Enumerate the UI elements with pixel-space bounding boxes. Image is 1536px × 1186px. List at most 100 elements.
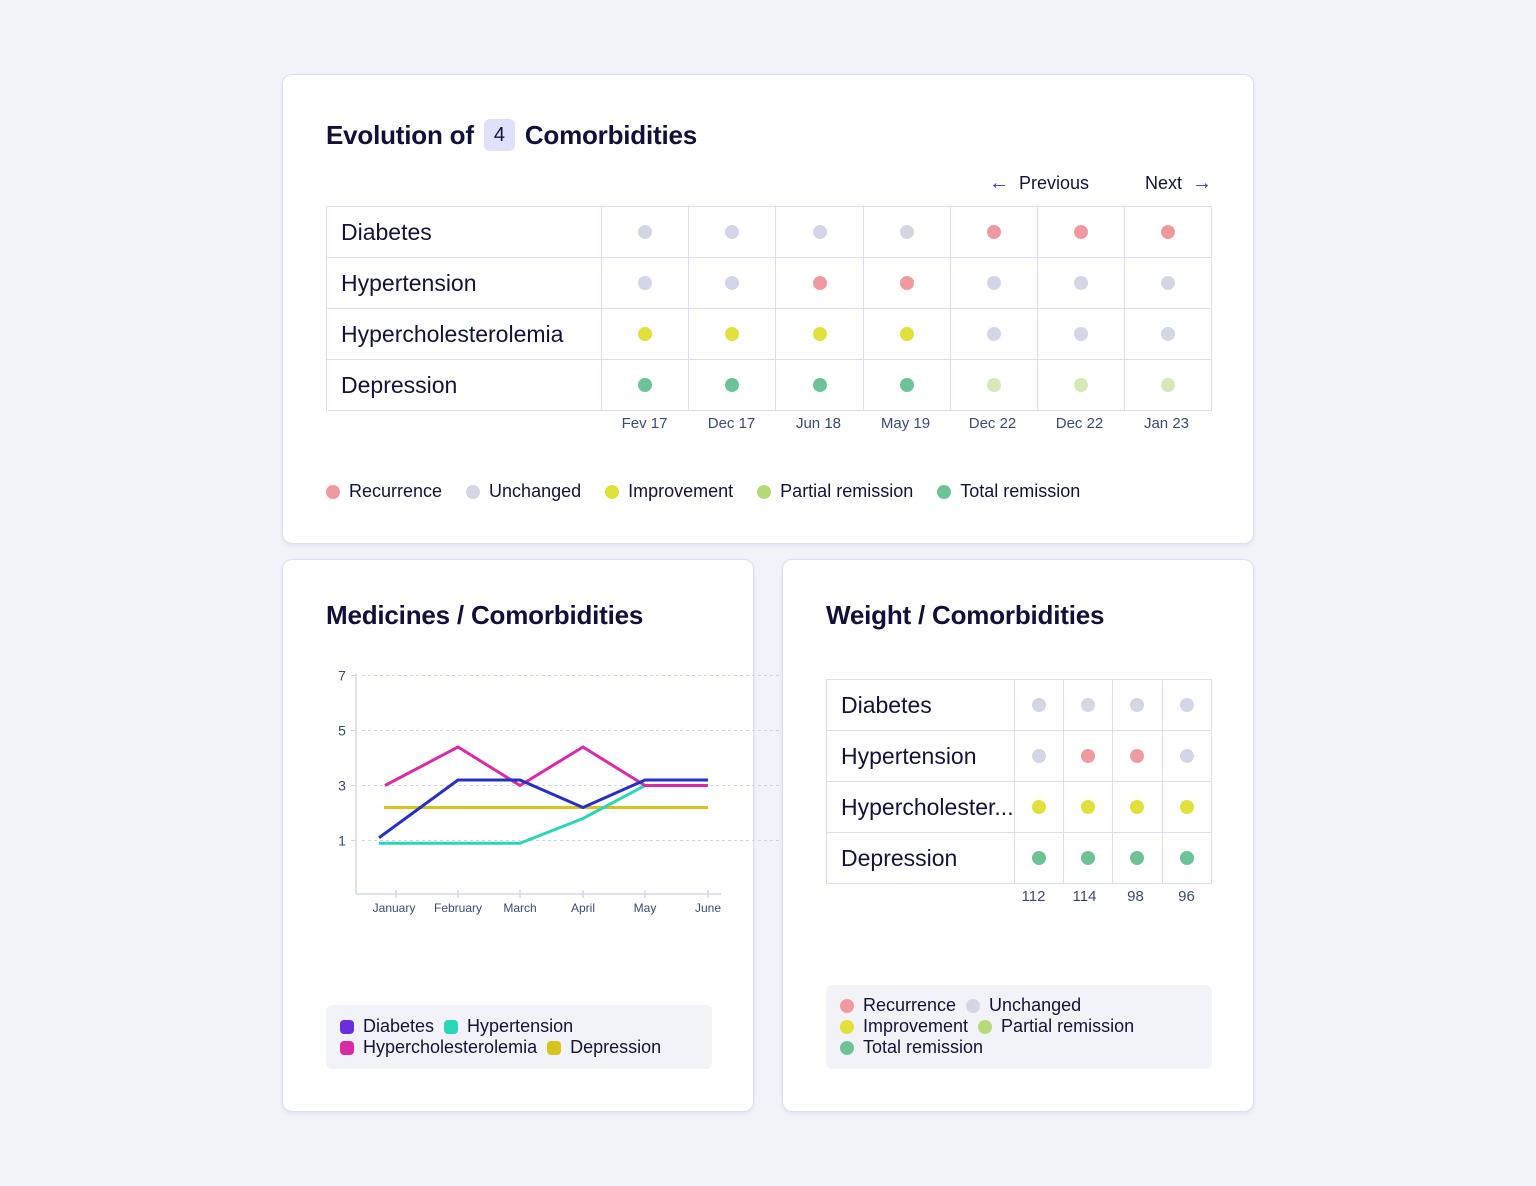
status-cell [1123,206,1213,258]
status-cell [862,206,951,258]
improvement-status-dot [725,326,740,341]
legend-item: Partial remission [757,481,913,502]
weight-legend: Recurrence Unchanged Improvement Partial re… [826,985,1212,1069]
status-cell [949,359,1038,411]
evolution-title: Evolution of 4 Comorbidities [326,119,697,151]
status-cell [688,308,777,360]
status-cell [1161,832,1213,884]
status-cell [1036,359,1125,411]
medicines-legend: Diabetes Hypertension Hypercholesterolemia… [326,1005,712,1069]
previous-label: Previous [1019,173,1090,193]
legend-item: Total remission [840,1037,983,1058]
legend-label: Partial remission [1001,1016,1135,1036]
legend-item: Recurrence [326,481,442,502]
weight-title: Weight / Comorbidities [826,600,1105,630]
weight-label: 114 [1072,888,1097,905]
improvement-status-dot [1031,799,1046,814]
improvement-status-dot [638,326,653,341]
medicines-card: Medicines / Comorbidities 1 3 5 7 January Feb… [282,559,781,1112]
previous-button[interactable]: ← Previous [989,172,1089,195]
legend-item: Hypercholesterolemia [340,1037,537,1058]
total-remission-status-dot [1179,850,1194,865]
next-button[interactable]: Next → [1145,172,1212,195]
status-cell [688,257,777,309]
unchanged-status-dot [986,326,1001,341]
weight-label: 98 [1127,888,1144,905]
title-prefix: Evolution of [326,119,474,150]
recurrence-status-dot [1160,224,1175,239]
diabetes-series-line [378,778,708,839]
x-tick-label: March [503,901,536,915]
legend-label: Depression [570,1037,662,1057]
status-cell [1062,730,1114,782]
hypercholesterolemia-series-line [384,745,708,788]
legend-item: Improvement [840,1016,968,1037]
series-swatch-icon [340,1019,354,1034]
total-remission-status-dot [725,377,740,392]
unchanged-status-dot [1031,697,1046,712]
status-cell [1161,679,1213,731]
unchanged-status-dot [1179,748,1194,763]
status-cell [601,257,690,309]
comorbidity-label: Depression [325,359,603,411]
unchanged-status-dot [725,224,740,239]
date-label: Jan 23 [1143,415,1190,432]
table-row: Hypercholesterolemia [325,308,1213,360]
status-cell [1036,308,1125,360]
unchanged-status-dot [1031,748,1046,763]
comorbidity-label: Diabetes [325,206,603,258]
legend-item: Total remission [937,481,1080,502]
recurrence-status-dot [326,484,340,499]
status-cell [1013,730,1064,782]
x-tick-label: June [695,901,721,915]
status-cell [601,359,690,411]
status-cell [1036,257,1125,309]
legend-label: Total remission [863,1037,984,1057]
status-cell [775,206,864,258]
table-row: Hypertension [826,730,1213,782]
legend-label: Unchanged [489,481,582,501]
unchanged-status-dot [1081,697,1096,712]
legend-label: Hypertension [467,1016,574,1036]
improvement-status-dot [605,484,620,499]
total-remission-status-dot [840,1040,854,1055]
unchanged-status-dot [1130,697,1145,712]
legend-line: Hypercholesterolemia Depression [340,1037,698,1058]
recurrence-status-dot [899,275,914,290]
partial-remission-legend-status-dot [978,1019,993,1034]
weight-label: 96 [1178,888,1195,905]
status-cell [1112,730,1163,782]
series-swatch-icon [340,1040,354,1055]
total-remission-status-dot [812,377,827,392]
series-swatch-icon [444,1019,459,1034]
comorbidity-label: Hypercholesterolemia [325,308,603,360]
unchanged-status-dot [725,275,740,290]
unchanged-status-dot [638,224,653,239]
medicines-line-chart: 1 3 5 7 January February March April May June [338,668,781,915]
status-cell [1036,206,1125,258]
arrow-right-icon: → [1192,172,1213,194]
status-cell [688,359,777,411]
x-tick-label: February [434,901,482,915]
y-tick-label: 7 [338,668,346,684]
total-remission-status-dot [638,377,653,392]
legend-label: Recurrence [349,481,443,501]
legend-item: Unchanged [966,995,1081,1016]
arrow-left-icon: ← [989,172,1009,194]
legend-line: Total remission [840,1037,1198,1058]
unchanged-status-dot [1179,697,1194,712]
status-cell [1161,781,1213,833]
table-row: Depression [325,359,1213,411]
status-cell [1123,308,1213,360]
total-remission-status-dot [1031,850,1046,865]
legend-label: Recurrence [863,995,957,1015]
unchanged-status-dot [966,998,981,1013]
legend-label: Unchanged [989,995,1082,1015]
y-tick-label: 1 [338,833,346,849]
unchanged-status-dot [638,275,653,290]
status-cell [949,257,1038,309]
status-cell [775,257,864,309]
recurrence-status-dot [1130,748,1145,763]
status-cell [601,206,690,258]
improvement-status-dot [812,326,827,341]
